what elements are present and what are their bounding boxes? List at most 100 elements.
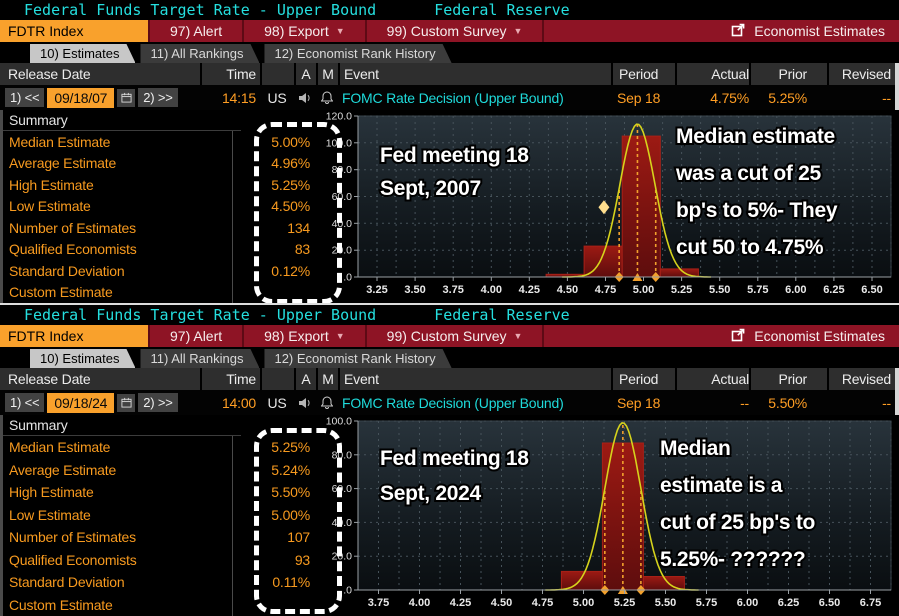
next-release-button[interactable]: 2) >> bbox=[138, 88, 178, 107]
event-link[interactable]: FOMC Rate Decision (Upper Bound) bbox=[342, 89, 564, 106]
revised-cell: -- bbox=[882, 394, 891, 411]
prev-release-button[interactable]: 1) << bbox=[5, 393, 45, 412]
tab-bar: 10) Estimates 11) All Rankings 12) Econo… bbox=[0, 42, 899, 63]
svg-text:6.00: 6.00 bbox=[785, 284, 806, 296]
summary-row: Custom Estimate bbox=[3, 281, 330, 303]
table-header: Release Date Time A M Event Period Actua… bbox=[0, 368, 899, 390]
event-row: 1) << 09/18/07 2) >> 14:15 US FOMC Rate … bbox=[0, 85, 899, 110]
summary-row: Median Estimate 5.25% bbox=[3, 436, 330, 459]
summary-row: Low Estimate 4.50% bbox=[3, 195, 330, 217]
economist-estimates-button[interactable]: Economist Estimates bbox=[717, 325, 899, 347]
actual-cell: 4.75% bbox=[710, 89, 749, 106]
economist-estimates-button[interactable]: Economist Estimates bbox=[717, 20, 899, 42]
summary-label: Median Estimate bbox=[3, 436, 233, 459]
menu-item-custom-survey[interactable]: 99) Custom Survey ▼ bbox=[367, 325, 545, 347]
summary-section: Summary Median Estimate 5.00% Average Est… bbox=[3, 110, 330, 303]
event-link[interactable]: FOMC Rate Decision (Upper Bound) bbox=[342, 394, 564, 411]
svg-text:40.0: 40.0 bbox=[332, 517, 353, 529]
summary-value: 0.11% bbox=[272, 574, 310, 591]
bell-icon[interactable] bbox=[316, 396, 338, 409]
summary-label: Custom Estimate bbox=[3, 593, 233, 616]
tab-economist-rank-history[interactable]: 12) Economist Rank History bbox=[264, 349, 451, 368]
summary-row: Standard Deviation 0.11% bbox=[3, 571, 330, 594]
summary-label: Qualified Economists bbox=[3, 238, 233, 260]
calendar-icon bbox=[121, 90, 132, 106]
summary-title: Summary bbox=[3, 415, 241, 436]
next-release-button[interactable]: 2) >> bbox=[138, 393, 178, 412]
menu-item-custom-survey[interactable]: 99) Custom Survey ▼ bbox=[367, 20, 545, 42]
summary-row: Number of Estimates 134 bbox=[3, 217, 330, 239]
summary-section: Summary Median Estimate 5.25% Average Est… bbox=[3, 415, 330, 616]
speaker-icon[interactable] bbox=[294, 397, 316, 409]
release-date-field[interactable]: 09/18/24 bbox=[47, 392, 115, 413]
menu-item-alert[interactable]: 97) Alert bbox=[150, 325, 245, 347]
svg-text:Sept, 2024: Sept, 2024 bbox=[380, 482, 482, 505]
tab-estimates[interactable]: 10) Estimates bbox=[30, 349, 135, 368]
page-title: Federal Funds Target Rate - Upper Bound bbox=[24, 1, 377, 19]
col-prior: Prior bbox=[749, 63, 827, 85]
table-scrollbar[interactable] bbox=[895, 368, 899, 415]
col-revised: Revised bbox=[827, 368, 899, 390]
tab-all-rankings[interactable]: 11) All Rankings bbox=[140, 44, 259, 63]
summary-label: Low Estimate bbox=[3, 503, 233, 526]
col-alert: M bbox=[316, 63, 338, 85]
col-period: Period bbox=[611, 368, 675, 390]
svg-text:bp's to 5%- They: bp's to 5%- They bbox=[676, 199, 838, 222]
svg-text:80.0: 80.0 bbox=[332, 164, 353, 176]
prev-release-button[interactable]: 1) << bbox=[5, 88, 45, 107]
actual-cell: -- bbox=[740, 394, 749, 411]
release-date-controls: 1) << 09/18/07 2) >> bbox=[0, 87, 200, 108]
menu-item-alert[interactable]: 97) Alert bbox=[150, 20, 245, 42]
col-prior: Prior bbox=[749, 368, 827, 390]
tab-all-rankings[interactable]: 11) All Rankings bbox=[140, 349, 259, 368]
svg-text:6.75: 6.75 bbox=[860, 597, 881, 609]
event-row: 1) << 09/18/24 2) >> 14:00 US FOMC Rate … bbox=[0, 390, 899, 415]
svg-text:60.0: 60.0 bbox=[332, 483, 353, 495]
svg-text:5.75: 5.75 bbox=[747, 284, 768, 296]
calendar-button[interactable] bbox=[117, 393, 136, 412]
tab-bar: 10) Estimates 11) All Rankings 12) Econo… bbox=[0, 347, 899, 368]
summary-label: Average Estimate bbox=[3, 152, 233, 174]
ticker-field[interactable]: FDTR Index bbox=[0, 20, 150, 42]
col-country bbox=[260, 63, 294, 85]
svg-text:3.25: 3.25 bbox=[366, 284, 387, 296]
calendar-button[interactable] bbox=[117, 88, 136, 107]
tab-estimates[interactable]: 10) Estimates bbox=[30, 44, 135, 63]
summary-label: High Estimate bbox=[3, 174, 233, 196]
menu-bar: FDTR Index 97) Alert 98) Export ▼ 99) Cus… bbox=[0, 325, 899, 347]
col-event: Event bbox=[338, 368, 611, 390]
estimates-distribution-chart: 3.75 4.00 4.25 4.50 4.75 5.00 5.25 5.50 5.75 6.00… bbox=[326, 416, 892, 609]
summary-value: 107 bbox=[287, 529, 310, 546]
summary-value: 5.50% bbox=[271, 484, 310, 501]
svg-text:60.0: 60.0 bbox=[332, 191, 353, 203]
table-scrollbar[interactable] bbox=[895, 63, 899, 110]
speaker-icon[interactable] bbox=[294, 92, 316, 104]
summary-value: 93 bbox=[294, 551, 310, 568]
tab-economist-rank-history[interactable]: 12) Economist Rank History bbox=[264, 44, 451, 63]
col-event: Event bbox=[338, 63, 611, 85]
col-country bbox=[260, 368, 294, 390]
revised-cell: -- bbox=[882, 89, 891, 106]
summary-title: Summary bbox=[3, 110, 241, 131]
svg-text:4.75: 4.75 bbox=[532, 597, 553, 609]
col-time: Time bbox=[200, 63, 260, 85]
summary-label: Median Estimate bbox=[3, 131, 233, 153]
bell-icon[interactable] bbox=[316, 91, 338, 104]
time-cell: 14:00 bbox=[221, 394, 256, 411]
page-subtitle: Federal Reserve bbox=[434, 1, 570, 19]
estimates-distribution-chart: 3.25 3.50 3.75 4.00 4.25 4.50 4.75 5.00 5.25 5.50… bbox=[326, 111, 892, 296]
country-cell: US bbox=[267, 89, 287, 106]
time-cell: 14:15 bbox=[221, 89, 256, 106]
menu-spacer bbox=[544, 20, 717, 42]
svg-text:100.0: 100.0 bbox=[326, 137, 352, 149]
ticker-field[interactable]: FDTR Index bbox=[0, 325, 150, 347]
menu-item-export[interactable]: 98) Export ▼ bbox=[244, 20, 367, 42]
svg-text:5.50: 5.50 bbox=[709, 284, 730, 296]
svg-text:3.75: 3.75 bbox=[368, 597, 389, 609]
calendar-icon bbox=[121, 395, 132, 411]
menu-item-export[interactable]: 98) Export ▼ bbox=[244, 325, 367, 347]
release-date-field[interactable]: 09/18/07 bbox=[47, 87, 115, 108]
summary-value: 83 bbox=[294, 241, 310, 258]
panel-content: Summary Median Estimate 5.00% Average Est… bbox=[0, 110, 899, 303]
summary-row: Median Estimate 5.00% bbox=[3, 131, 330, 153]
